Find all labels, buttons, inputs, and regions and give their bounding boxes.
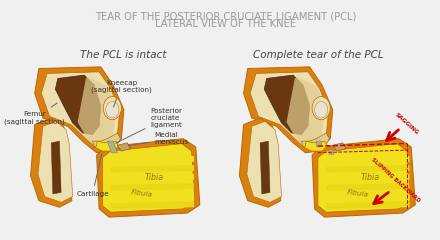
Polygon shape — [51, 141, 61, 194]
Polygon shape — [41, 72, 120, 148]
Polygon shape — [316, 141, 322, 147]
Polygon shape — [111, 201, 194, 209]
Polygon shape — [312, 139, 415, 217]
Polygon shape — [111, 192, 194, 200]
Text: Kneecap
(sagittal section): Kneecap (sagittal section) — [91, 80, 152, 107]
Polygon shape — [55, 75, 101, 135]
Polygon shape — [301, 133, 330, 150]
Polygon shape — [250, 72, 329, 148]
Polygon shape — [97, 139, 200, 217]
Polygon shape — [318, 144, 411, 212]
Polygon shape — [326, 183, 410, 191]
Text: SLIPPING BACKWARD: SLIPPING BACKWARD — [371, 157, 422, 203]
Polygon shape — [260, 141, 270, 194]
Polygon shape — [286, 77, 324, 144]
Polygon shape — [304, 141, 328, 151]
Ellipse shape — [106, 102, 119, 118]
Polygon shape — [111, 174, 194, 182]
Polygon shape — [96, 141, 119, 151]
Polygon shape — [326, 174, 410, 182]
Polygon shape — [264, 75, 310, 135]
Polygon shape — [326, 165, 410, 173]
Text: The PCL is intact: The PCL is intact — [80, 50, 166, 60]
Polygon shape — [92, 133, 121, 150]
Text: Tibia: Tibia — [360, 173, 379, 182]
Polygon shape — [244, 67, 333, 153]
Polygon shape — [107, 141, 117, 153]
Text: Cartilage: Cartilage — [76, 154, 109, 197]
Text: Complete tear of the PCL: Complete tear of the PCL — [253, 50, 383, 60]
Text: Fibula: Fibula — [346, 190, 369, 198]
Polygon shape — [30, 118, 72, 207]
Polygon shape — [247, 121, 282, 202]
Polygon shape — [326, 201, 410, 209]
Text: Tibia: Tibia — [145, 173, 164, 182]
Polygon shape — [239, 118, 281, 207]
Ellipse shape — [315, 102, 328, 118]
Ellipse shape — [103, 96, 121, 120]
Text: SAGGING: SAGGING — [394, 112, 419, 136]
Text: Fibula: Fibula — [131, 190, 153, 198]
Polygon shape — [35, 67, 124, 153]
Polygon shape — [117, 143, 131, 151]
Text: Posterior
cruciate
ligament: Posterior cruciate ligament — [116, 108, 182, 143]
Polygon shape — [111, 183, 194, 191]
Text: LATERAL VIEW OF THE KNEE: LATERAL VIEW OF THE KNEE — [155, 19, 296, 29]
Polygon shape — [111, 156, 194, 163]
Text: Medial
meniscus: Medial meniscus — [128, 132, 189, 146]
Polygon shape — [326, 156, 410, 163]
Polygon shape — [333, 143, 346, 151]
Text: TEAR OF THE POSTERIOR CRUCIATE LIGAMENT (PCL): TEAR OF THE POSTERIOR CRUCIATE LIGAMENT … — [95, 11, 356, 21]
Polygon shape — [326, 192, 410, 200]
Polygon shape — [38, 121, 73, 202]
Ellipse shape — [312, 96, 330, 120]
Polygon shape — [103, 144, 195, 212]
Polygon shape — [111, 165, 194, 173]
Text: Femur
(sagittal section): Femur (sagittal section) — [4, 103, 65, 125]
Polygon shape — [329, 150, 334, 154]
Polygon shape — [77, 77, 116, 144]
